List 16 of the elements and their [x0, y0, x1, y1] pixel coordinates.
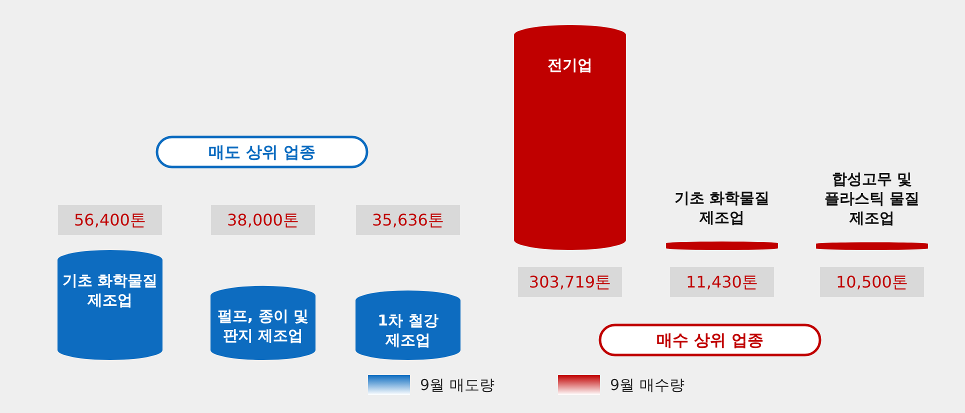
x-tick-label: 1차 철강 제조업: [378, 312, 438, 350]
data-label: 303,719톤: [528, 272, 612, 292]
chart-title: 매도 상위 업종: [208, 142, 316, 162]
x-tick-label: 전기업: [548, 56, 592, 74]
x-tick-label: 기초 화학물질 제조업: [674, 189, 770, 227]
data-label: 10,500톤: [836, 272, 908, 292]
legend-label: 9월 매수량: [610, 376, 684, 394]
x-tick-label: 기초 화학물질 제조업: [62, 271, 158, 309]
data-label: 56,400톤: [74, 210, 146, 230]
legend-label: 9월 매도량: [420, 376, 494, 394]
x-tick-label: 펄프, 종이 및 판지 제조업: [217, 307, 309, 345]
x-tick-label: 합성고무 및 플라스틱 물질 제조업: [824, 170, 920, 228]
text: 매수 상위 업종: [656, 330, 764, 350]
data-label: 11,430톤: [686, 272, 758, 292]
data-label: 35,636톤: [372, 210, 444, 230]
data-label: 38,000톤: [227, 210, 299, 230]
